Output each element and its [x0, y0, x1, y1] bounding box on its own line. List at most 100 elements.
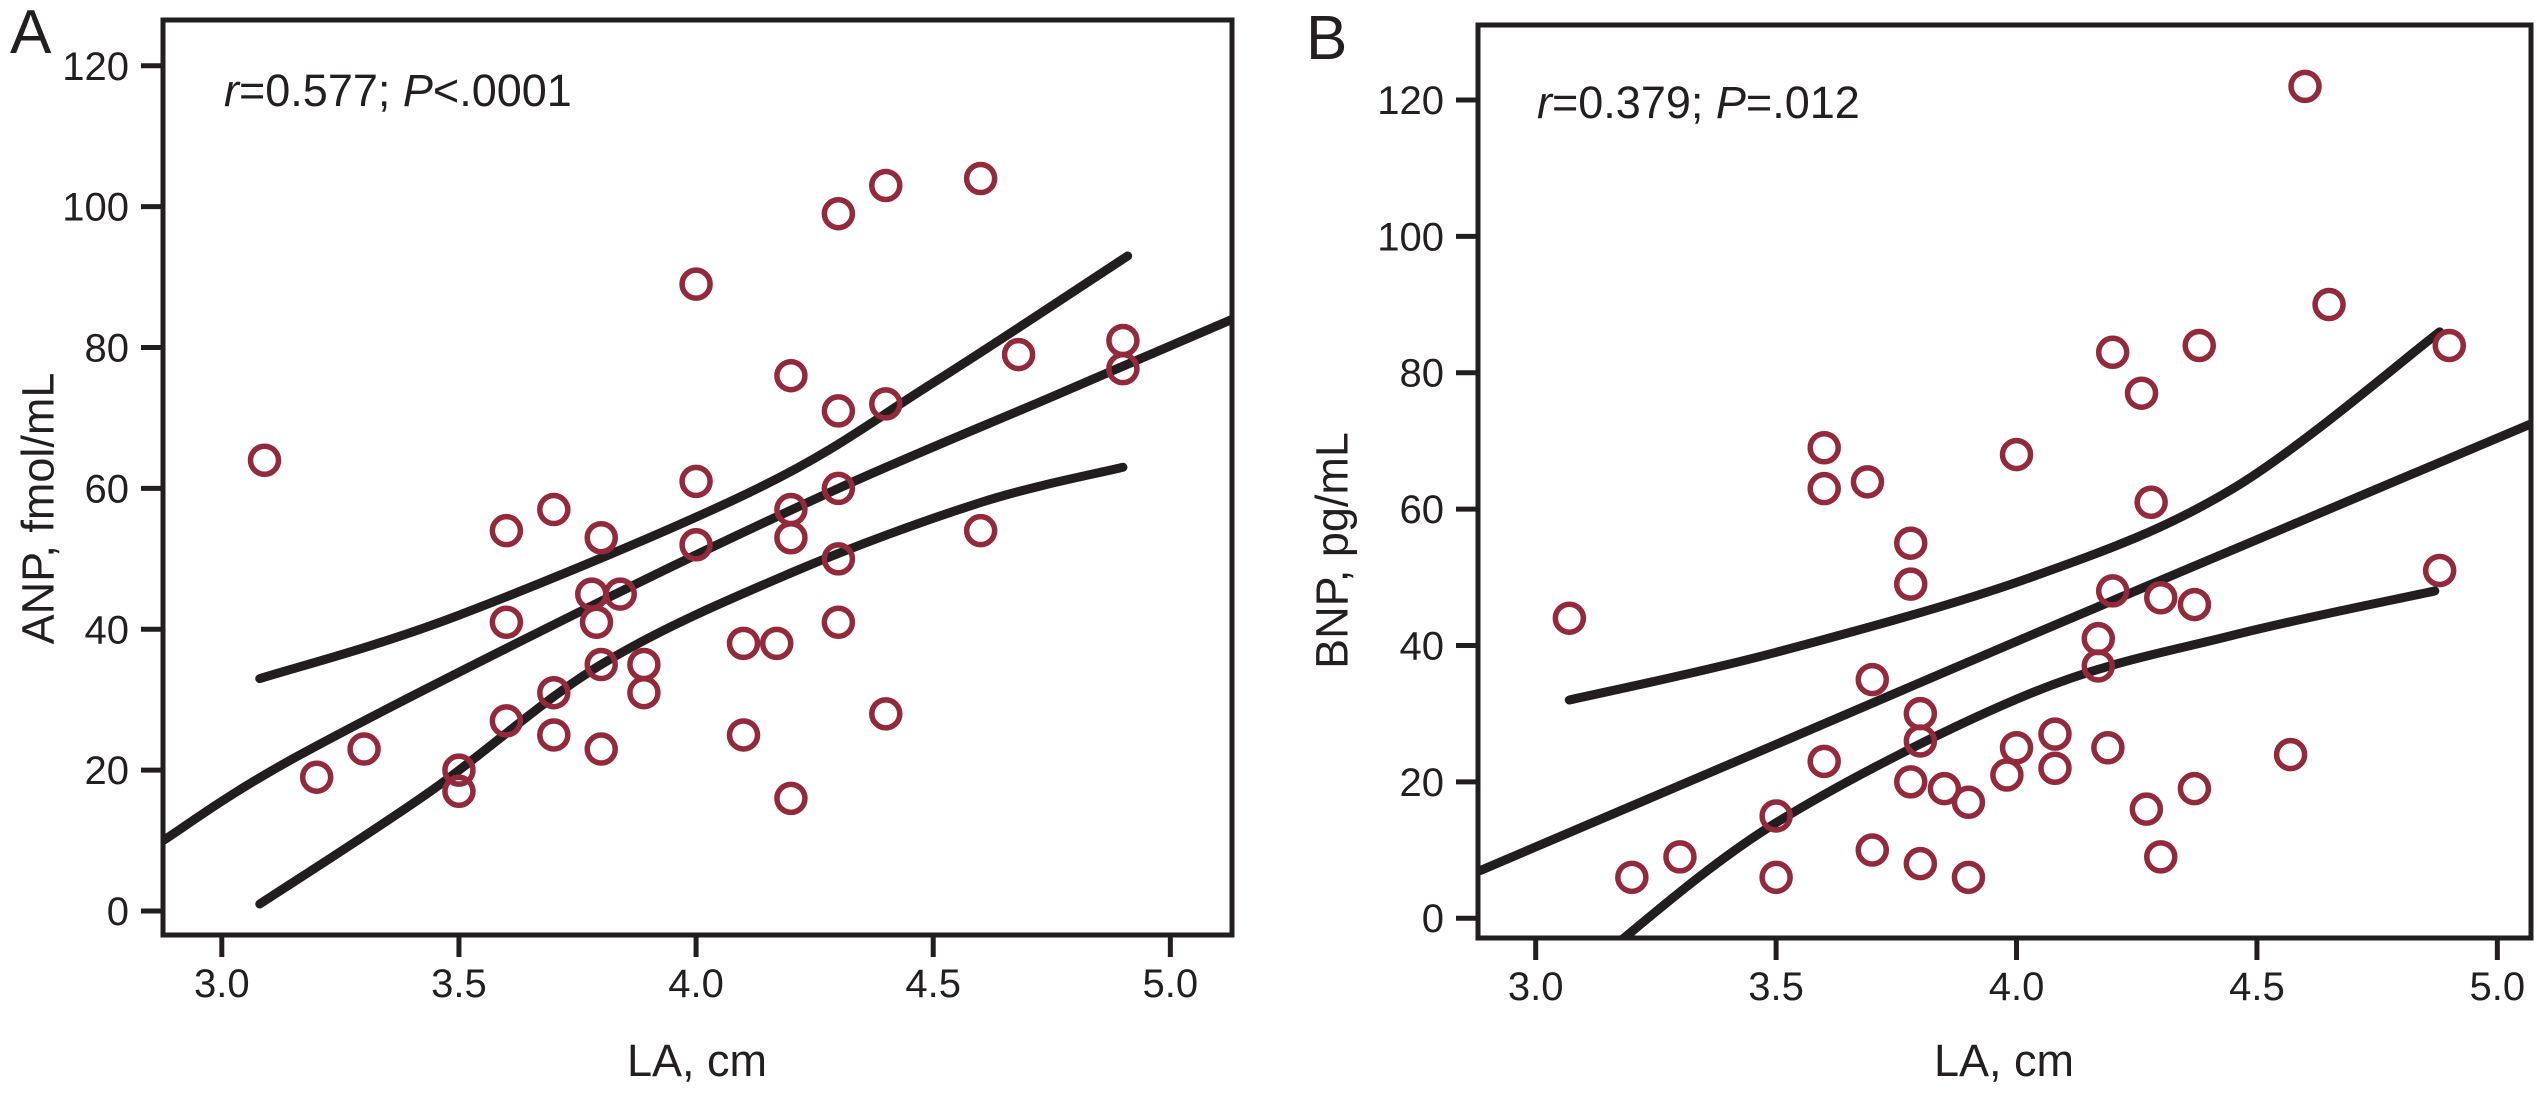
- panel-b-letter: B: [1306, 4, 1348, 73]
- data-point: [1990, 758, 2024, 792]
- data-point: [2095, 335, 2130, 370]
- data-point: [537, 675, 571, 710]
- panel-b-p-symbol: P: [1715, 77, 1746, 128]
- y-tick-label: 100: [1377, 215, 1444, 259]
- data-point: [1615, 860, 1649, 895]
- data-point: [2177, 587, 2212, 622]
- y-tick-label: 40: [85, 608, 130, 652]
- data-point: [821, 196, 856, 231]
- data-point: [442, 774, 476, 809]
- x-tick-label: 5.0: [1143, 962, 1199, 1006]
- data-point: [299, 760, 334, 794]
- data-point: [2432, 328, 2467, 363]
- data-point: [869, 387, 903, 421]
- data-point: [489, 605, 524, 640]
- data-point: [821, 542, 856, 576]
- panel-a-letter: A: [10, 0, 52, 67]
- x-tick-label: 3.0: [1508, 965, 1564, 1009]
- data-point: [537, 492, 571, 527]
- y-tick-label: 80: [85, 327, 130, 371]
- data-point: [247, 443, 282, 477]
- data-point: [2081, 649, 2116, 683]
- data-point: [1999, 437, 2034, 472]
- data-point: [1855, 833, 1890, 867]
- panel-a-r-symbol: r: [224, 65, 239, 116]
- data-point: [627, 647, 661, 682]
- x-tick-label: 3.0: [194, 962, 250, 1006]
- data-point: [963, 161, 998, 196]
- data-point: [2177, 771, 2212, 806]
- panel-B: 3.0 3.5 4.0 4.5 5.0 0 20 40 60 80 100 120: [1377, 22, 2534, 1009]
- x-tick-label: 4.5: [2229, 965, 2285, 1009]
- data-point: [963, 513, 998, 548]
- data-point: [489, 513, 524, 548]
- data-point: [2144, 840, 2178, 874]
- data-point: [2129, 792, 2164, 826]
- panel-A: 3.0 3.5 4.0 4.5 5.0 0 20 40 60 80 100 120: [62, 17, 1235, 1006]
- data-point: [537, 718, 571, 752]
- panel-a-y-axis-title: ANP, fmol/mL: [12, 372, 64, 645]
- data-point: [821, 394, 856, 428]
- data-point: [1893, 765, 1928, 799]
- y-tick-label: 120: [62, 45, 129, 89]
- x-tick-label: 5.0: [2470, 965, 2526, 1009]
- y-tick-label: 40: [1400, 624, 1445, 668]
- panel-b-annotation: r=0.379; P=.012: [1537, 80, 1860, 125]
- data-point: [2095, 574, 2130, 608]
- y-tick-label: 0: [1422, 897, 1444, 941]
- data-point: [579, 605, 614, 640]
- data-point: [2288, 69, 2322, 104]
- data-point: [679, 528, 713, 562]
- mean-curve: [1478, 419, 2531, 875]
- y-tick-label: 80: [1400, 352, 1445, 396]
- y-tick-label: 60: [1400, 488, 1445, 532]
- x-tick-label: 4.0: [1989, 965, 2045, 1009]
- data-point: [869, 697, 903, 731]
- data-point: [2124, 376, 2159, 410]
- data-point: [347, 732, 381, 766]
- data-point: [442, 753, 476, 787]
- upper-ci-curve: [1564, 327, 2445, 705]
- data-point: [726, 626, 761, 661]
- data-point: [1903, 724, 1938, 758]
- data-point: [774, 358, 808, 393]
- data-point: [584, 520, 618, 555]
- data-point: [821, 471, 856, 506]
- data-point: [627, 675, 661, 710]
- data-point: [2091, 731, 2125, 765]
- lower-ci-curve: [255, 462, 1128, 909]
- data-point: [1893, 567, 1928, 601]
- data-point: [2144, 581, 2178, 615]
- y-tick-label: 0: [107, 890, 129, 934]
- data-point: [1893, 526, 1928, 560]
- data-point: [2422, 553, 2457, 588]
- data-point: [1850, 465, 1885, 499]
- data-point: [489, 704, 524, 738]
- panel-a-annotation: r=0.577; P<.0001: [224, 68, 572, 113]
- data-point: [1903, 846, 1938, 881]
- data-point: [1759, 799, 1793, 833]
- mean-curve: [163, 314, 1232, 846]
- data-point: [1106, 323, 1140, 358]
- panel-b-r-symbol: r: [1537, 77, 1552, 128]
- data-point: [1759, 860, 1793, 895]
- upper-ci-curve: [255, 251, 1133, 684]
- panel-b-r-value: =0.379;: [1552, 77, 1716, 128]
- data-point: [1001, 337, 1036, 372]
- data-point: [1807, 471, 1841, 506]
- data-point: [584, 647, 618, 682]
- data-point: [774, 520, 808, 555]
- data-point: [1855, 662, 1890, 697]
- lower-ci-curve: [1617, 586, 2440, 938]
- y-tick-label: 20: [85, 749, 130, 793]
- data-point: [2273, 737, 2308, 772]
- data-point: [774, 781, 808, 816]
- panel-a-x-axis-title: LA, cm: [626, 1035, 768, 1086]
- y-tick-label: 100: [62, 186, 129, 230]
- panel-b-x-axis-title: LA, cm: [1933, 1035, 2075, 1086]
- x-tick-label: 4.5: [905, 962, 961, 1006]
- x-tick-label: 3.5: [431, 962, 487, 1006]
- data-point: [2038, 717, 2072, 751]
- data-point: [1552, 601, 1587, 635]
